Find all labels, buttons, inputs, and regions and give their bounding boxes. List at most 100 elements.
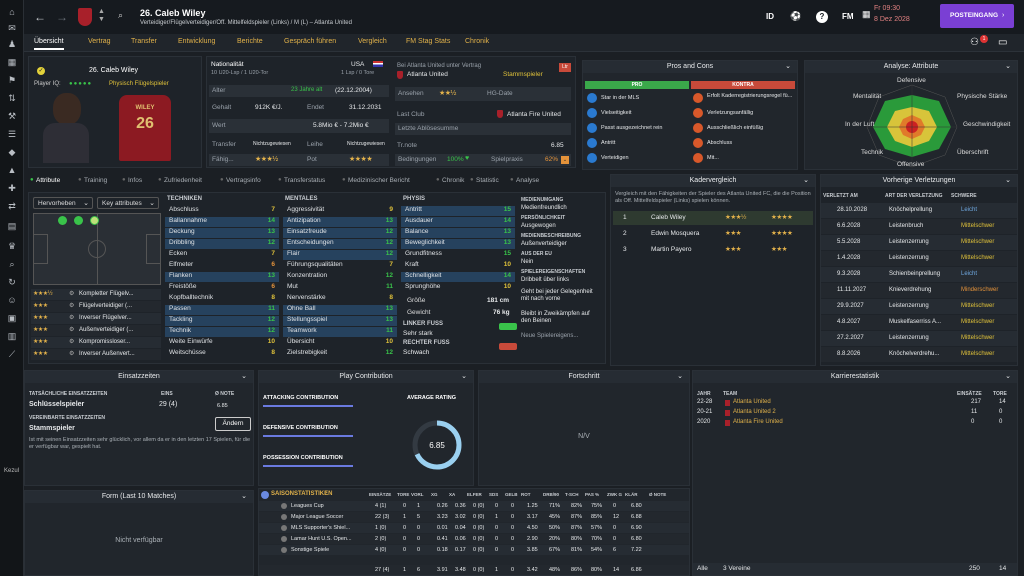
inbox-button[interactable]: POSTEINGANG › — [940, 4, 1014, 28]
tab-chronik[interactable]: Chronik — [465, 38, 490, 45]
last-club-value[interactable]: Atlanta Fire United — [507, 111, 561, 118]
attribute-row[interactable]: Teamwork 11 — [283, 327, 397, 337]
key-attributes-dropdown[interactable]: Key attributes ⌄ — [97, 197, 159, 209]
attribute-row[interactable]: Kopfballtechnik 8 — [165, 294, 279, 304]
search-icon[interactable]: ⌕ — [9, 259, 15, 269]
chevron-down-icon[interactable]: ⌄ — [1005, 373, 1011, 380]
finance-icon[interactable]: ▤ — [7, 221, 17, 231]
user-icon[interactable]: ☺ — [7, 295, 17, 305]
home-icon[interactable]: ⌂ — [9, 7, 15, 17]
scouting-icon[interactable]: ▲ — [7, 165, 17, 175]
attribute-row[interactable]: Tackling 12 — [165, 316, 279, 326]
role-row[interactable]: ★★★ ⚙ Flügelverteidiger (... — [31, 301, 161, 312]
attribute-row[interactable]: Sprunghöhe 10 — [401, 283, 515, 293]
sub-tab-9[interactable]: Analyse — [516, 177, 540, 184]
tab-berichte[interactable]: Berichte — [237, 38, 263, 45]
attribute-row[interactable]: Führungsqualitäten 7 — [283, 261, 397, 271]
attribute-row[interactable]: Nervenstärke 8 — [283, 294, 397, 304]
sub-tab-3[interactable]: Zufriedenheit — [164, 177, 202, 184]
dynamics-icon[interactable]: ◆ — [8, 147, 16, 157]
career-team[interactable]: Atlanta United 2 — [733, 409, 776, 415]
attribute-row[interactable]: Abschluss 7 — [165, 206, 279, 216]
attribute-row[interactable]: Ausdauer 14 — [401, 217, 515, 227]
sub-tab-7[interactable]: Chronik — [442, 177, 465, 184]
attribute-row[interactable]: Kraft 10 — [401, 261, 515, 271]
tactics-icon[interactable]: ⇅ — [8, 93, 16, 103]
change-button[interactable]: Ändern — [215, 417, 251, 431]
calendar-icon[interactable]: ▦ — [7, 57, 17, 67]
trophy-icon[interactable]: ♛ — [7, 241, 17, 251]
attribute-row[interactable]: Weitschüsse 8 — [165, 349, 279, 359]
transfers-icon[interactable]: ⇄ — [8, 201, 16, 211]
attribute-row[interactable]: Einsatzfreude 12 — [283, 228, 397, 238]
squad-row[interactable]: 2 Edwin Mosquera ★★★ ★★★★ — [613, 227, 813, 241]
chevron-down-icon[interactable]: ⌄ — [1005, 177, 1011, 184]
help-icon[interactable]: ? — [816, 11, 828, 23]
attribute-row[interactable]: Grundfitness 15 — [401, 250, 515, 260]
chevron-down-icon[interactable]: ⌄ — [1005, 63, 1011, 70]
season-stats-title[interactable]: SAISONSTATISTIKEN — [271, 491, 333, 497]
attribute-row[interactable]: Antritt 15 — [401, 206, 515, 216]
people-icon[interactable]: ⚇ — [970, 37, 979, 48]
ball-icon[interactable]: ⚽ — [790, 11, 802, 21]
career-team[interactable]: Atlanta United — [733, 399, 771, 405]
career-team[interactable]: Atlanta Fire United — [733, 419, 783, 425]
role-row[interactable]: ★★★ ⚙ Kompromissloser... — [31, 337, 161, 348]
attribute-row[interactable]: Zielstrebigkeit 12 — [283, 349, 397, 359]
highlight-dropdown[interactable]: Hervorheben ⌄ — [33, 197, 93, 209]
attribute-row[interactable]: Elfmeter 6 — [165, 261, 279, 271]
tab-gesprach[interactable]: Gespräch führen — [284, 38, 337, 45]
chevron-down-icon[interactable]: ⌄ — [461, 373, 467, 380]
squad-row[interactable]: 1 Caleb Wiley ★★★½ ★★★★ — [613, 211, 813, 225]
attribute-row[interactable]: Dribbling 12 — [165, 239, 279, 249]
role-row[interactable]: ★★★ ⚙ Inverser Außenvert... — [31, 349, 161, 360]
clipboard-icon[interactable]: ▣ — [7, 313, 17, 323]
tab-entwicklung[interactable]: Entwicklung — [178, 38, 216, 45]
sub-tab-0[interactable]: Attribute — [36, 177, 61, 184]
tab-transfer[interactable]: Transfer — [131, 38, 157, 45]
chevron-down-icon[interactable]: ⌄ — [803, 177, 809, 184]
attribute-row[interactable]: Ecken 7 — [165, 250, 279, 260]
chevron-down-icon[interactable]: ⌄ — [785, 63, 791, 70]
attribute-row[interactable]: Aggressivität 9 — [283, 206, 397, 216]
club-icon[interactable]: ⚑ — [7, 75, 17, 85]
attribute-row[interactable]: Weite Einwürfe 10 — [165, 338, 279, 348]
chevron-down-icon[interactable]: ⌄ — [677, 373, 683, 380]
trait-more[interactable]: Neue Spielereigens... — [521, 333, 579, 339]
club-name[interactable]: Atlanta United — [407, 71, 448, 78]
role-row[interactable]: ★★★½ ⚙ Kompletter Flügelv... — [31, 289, 161, 300]
forward-arrow-icon[interactable]: → — [56, 10, 68, 24]
search-icon[interactable]: ⌕ — [118, 10, 124, 20]
chart-icon[interactable]: ▥ — [7, 331, 17, 341]
sub-tab-2[interactable]: Infos — [128, 177, 143, 184]
attribute-row[interactable]: Freistöße 6 — [165, 283, 279, 293]
tab-vergleich[interactable]: Vergleich — [358, 38, 387, 45]
fm-label[interactable]: FM — [842, 12, 854, 21]
back-arrow-icon[interactable]: ← — [34, 10, 46, 24]
id-label[interactable]: ID — [766, 12, 774, 21]
attribute-row[interactable]: Beweglichkeit 13 — [401, 239, 515, 249]
sub-tab-8[interactable]: Statistic — [476, 177, 499, 184]
sub-tab-1[interactable]: Training — [84, 177, 108, 184]
squad-row[interactable]: 3 Martin Payero ★★★ ★★★ — [613, 243, 813, 257]
squad-icon[interactable]: ♟ — [7, 39, 17, 49]
sub-tab-4[interactable]: Vertragsinfo — [226, 177, 261, 184]
tab-vertrag[interactable]: Vertrag — [88, 38, 111, 45]
refresh-icon[interactable]: ↻ — [8, 277, 16, 287]
attribute-row[interactable]: Passen 11 — [165, 305, 279, 315]
sub-tab-5[interactable]: Transferstatus — [284, 177, 326, 184]
attribute-row[interactable]: Konzentration 12 — [283, 272, 397, 282]
role-row[interactable]: ★★★ ⚙ Außenverteidiger (... — [31, 325, 161, 336]
attribute-row[interactable]: Stellungsspiel 13 — [283, 316, 397, 326]
chevron-down-icon[interactable]: ⌄ — [241, 373, 247, 380]
medical-icon[interactable]: ✚ — [8, 183, 16, 193]
sub-tab-6[interactable]: Medizinischer Bericht — [348, 177, 410, 184]
tab-ubersicht[interactable]: Übersicht — [34, 38, 64, 50]
attribute-row[interactable]: Ballannahme 14 — [165, 217, 279, 227]
monitor-icon[interactable]: ▭ — [998, 37, 1008, 48]
attribute-row[interactable]: Entscheidungen 12 — [283, 239, 397, 249]
attribute-row[interactable]: Schnelligkeit 14 — [401, 272, 515, 282]
mail-icon[interactable]: ✉ — [8, 23, 16, 33]
trend-icon[interactable]: ⟋ — [8, 349, 16, 359]
attribute-row[interactable]: Technik 12 — [165, 327, 279, 337]
